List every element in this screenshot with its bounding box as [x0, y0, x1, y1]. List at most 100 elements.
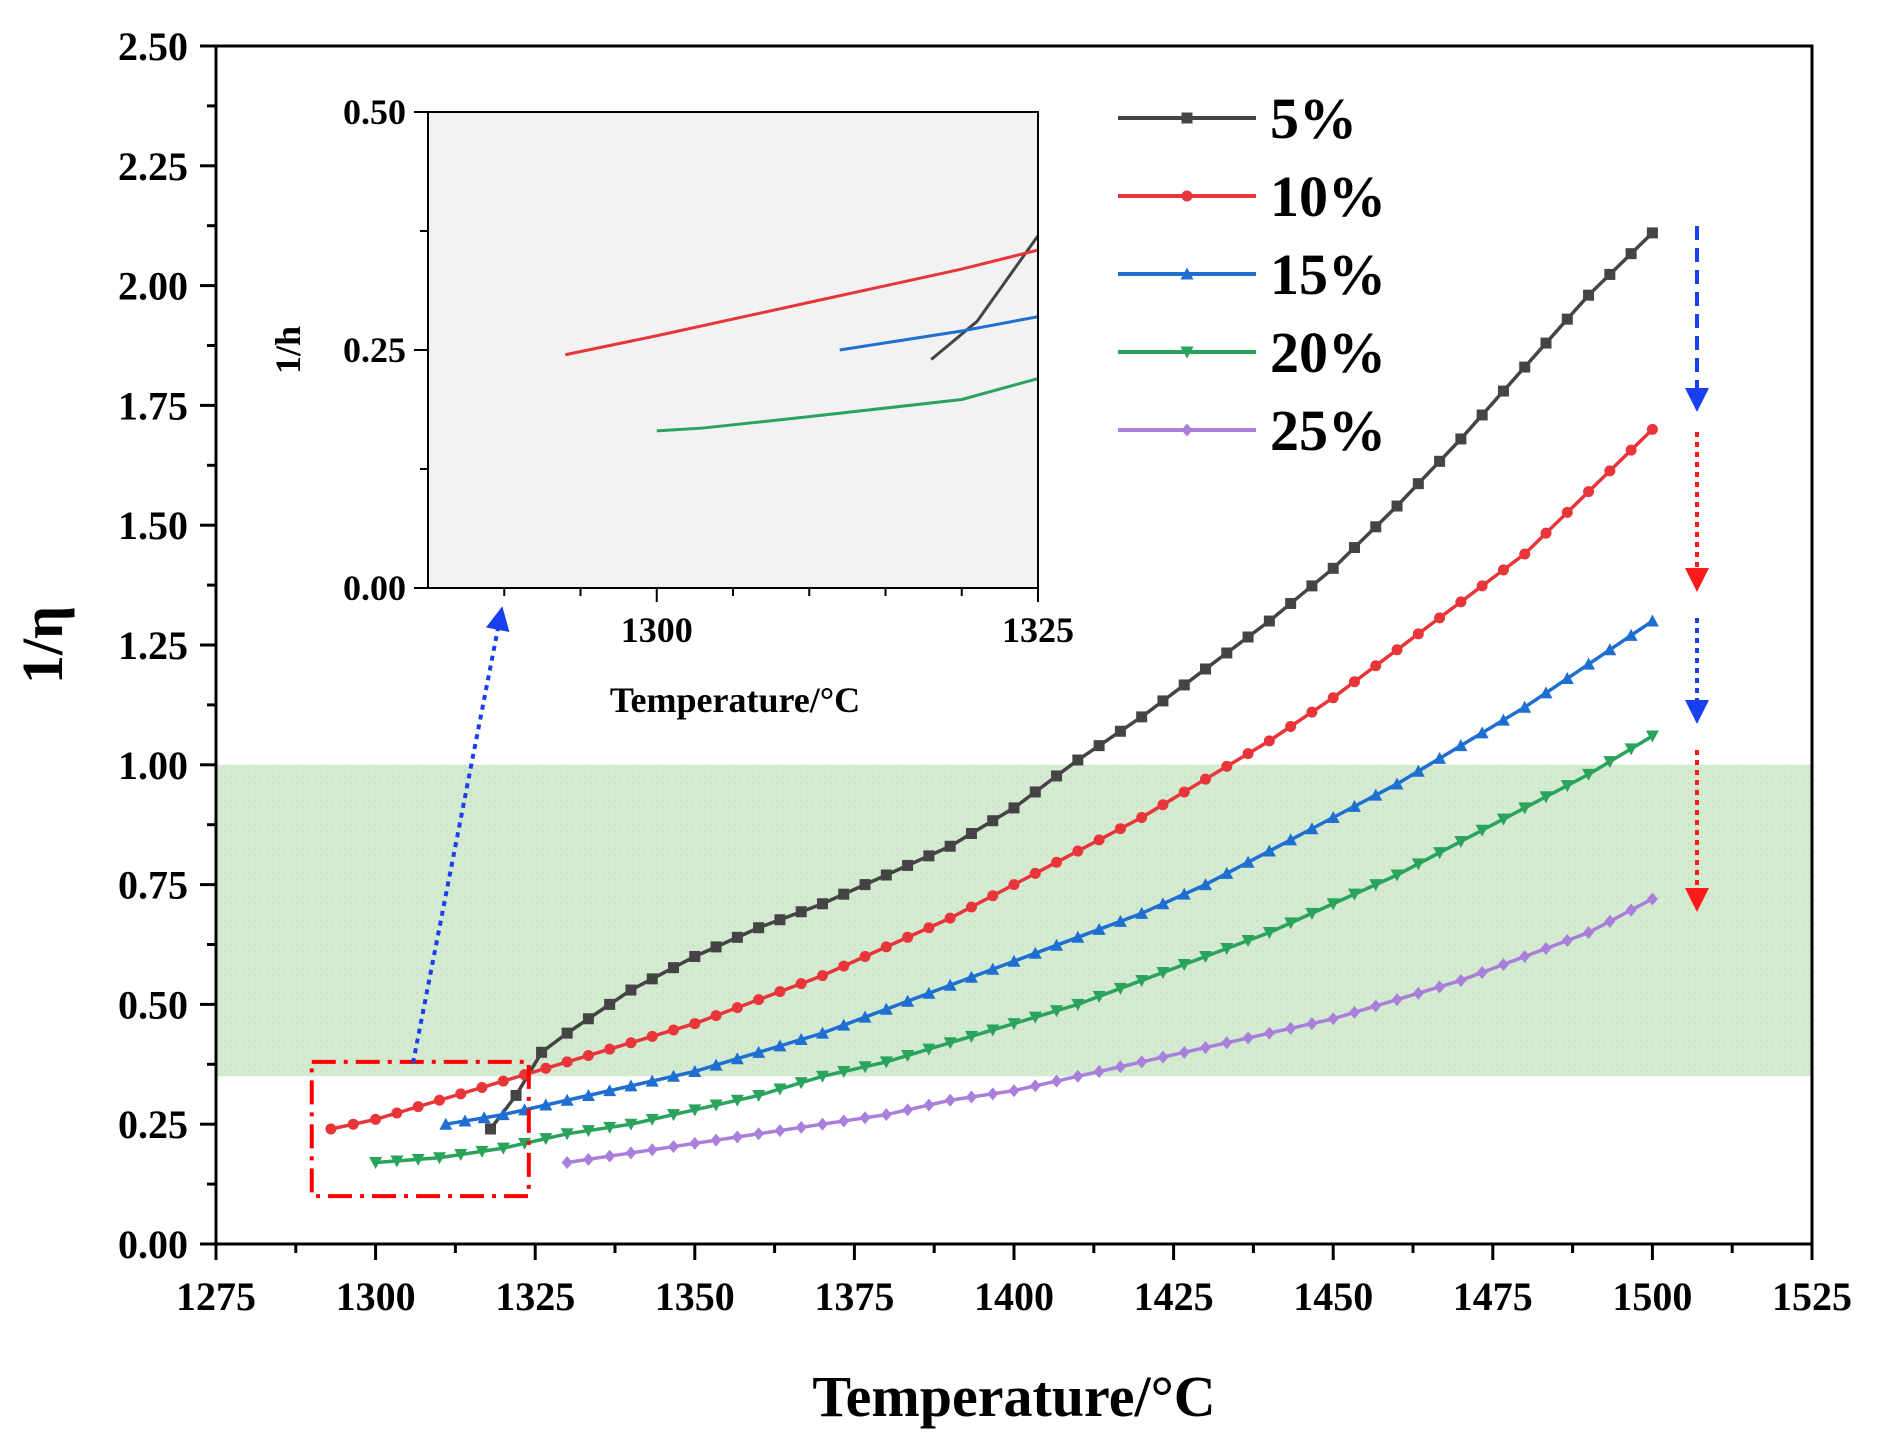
- legend-10pct-label: 10%: [1270, 164, 1386, 229]
- series-20pct-marker: [837, 1065, 851, 1078]
- x-tick-label: 1300: [336, 1274, 416, 1319]
- series-5pct-marker: [1391, 500, 1403, 512]
- series-5pct-marker: [1625, 248, 1637, 260]
- legend: 5% 10% 15% 20% 25%: [1118, 86, 1386, 463]
- series-25pct-marker: [710, 1133, 722, 1147]
- series-20pct-marker: [688, 1104, 702, 1117]
- series-20pct: [369, 730, 1659, 1170]
- series-15pct-marker: [1347, 799, 1361, 812]
- series-15pct-marker: [624, 1079, 638, 1092]
- series-10pct-marker: [1412, 628, 1424, 640]
- series-15pct-marker: [964, 970, 978, 983]
- y-tick-label: 0.25: [118, 1102, 188, 1147]
- series-15pct-marker: [922, 986, 936, 999]
- series-5pct-marker: [1157, 695, 1169, 707]
- series-10pct-marker: [476, 1081, 488, 1093]
- series-20pct-marker: [1135, 974, 1149, 987]
- x-tick-label: 1275: [176, 1274, 256, 1319]
- series-5pct-marker: [774, 914, 786, 926]
- series-10pct-marker: [1348, 676, 1360, 688]
- series-15pct-marker: [858, 1010, 872, 1023]
- series-15pct-marker: [1624, 628, 1638, 641]
- series-15pct-marker: [1007, 954, 1021, 967]
- series-20pct-marker: [879, 1056, 893, 1069]
- series-25pct-marker: [1476, 965, 1488, 979]
- series-5pct-marker: [1136, 711, 1148, 723]
- series-20pct-marker: [858, 1061, 872, 1074]
- series-5pct-marker: [1221, 647, 1233, 659]
- series-20pct-marker: [1475, 824, 1489, 837]
- series-5pct-marker: [1583, 289, 1595, 301]
- series-25pct-marker: [1114, 1060, 1126, 1074]
- series-5pct-marker: [987, 815, 999, 827]
- inset-x-axis-title: Temperature/°C: [610, 680, 860, 720]
- series-10pct-marker: [1285, 720, 1297, 732]
- series-20pct-marker: [1433, 847, 1447, 860]
- series-10pct-marker: [391, 1107, 403, 1119]
- series-5pct-marker: [859, 879, 871, 891]
- series-5pct-marker: [795, 906, 807, 918]
- series-10pct-marker: [433, 1094, 445, 1106]
- series-25pct-marker: [838, 1114, 850, 1128]
- series-25pct-marker: [965, 1090, 977, 1104]
- series-20pct-marker: [1241, 935, 1255, 948]
- series-25pct-marker: [689, 1136, 701, 1150]
- series-10pct-marker: [987, 890, 999, 902]
- main-plot: 1275 1300 1325 1350 1375 1400 1425 1450 1475 1500…: [10, 24, 1852, 1429]
- series-25pct-marker: [753, 1127, 765, 1141]
- series-10pct-marker: [753, 994, 765, 1006]
- series-5pct-marker: [510, 1089, 522, 1101]
- series-20pct-marker: [1199, 950, 1213, 963]
- series-15pct-marker: [752, 1045, 766, 1058]
- series-10pct-marker: [582, 1050, 594, 1062]
- series-10pct-marker: [325, 1123, 337, 1135]
- series-20pct-marker: [1156, 966, 1170, 979]
- series-15pct-marker: [1411, 764, 1425, 777]
- series-5pct-marker: [582, 1013, 594, 1025]
- series-20pct-marker: [1113, 982, 1127, 995]
- series-20pct-marker: [773, 1083, 787, 1096]
- legend-5pct-marker: [1181, 112, 1193, 124]
- series-20pct-marker: [1028, 1011, 1042, 1024]
- series-25pct-marker: [1625, 903, 1637, 917]
- series-20pct-marker: [539, 1133, 553, 1146]
- y-tick-label: 0.50: [118, 982, 188, 1027]
- x-axis-title: Temperature/°C: [812, 1364, 1215, 1429]
- x-tick-label: 1425: [1134, 1274, 1214, 1319]
- series-25pct-marker: [668, 1140, 680, 1154]
- series-20pct-marker: [1007, 1018, 1021, 1031]
- series-25pct-marker: [1583, 926, 1595, 940]
- legend-20pct-label: 20%: [1270, 320, 1386, 385]
- series-5pct-marker: [1540, 337, 1552, 349]
- series-25pct-marker: [1051, 1074, 1063, 1088]
- series-20pct-marker: [496, 1142, 510, 1155]
- series-15pct-marker: [1071, 930, 1085, 943]
- legend-25pct-marker: [1181, 423, 1193, 437]
- legend-10pct: 10%: [1118, 164, 1386, 229]
- series-20pct-marker: [730, 1094, 744, 1107]
- y-tick-label: 1.00: [118, 743, 188, 788]
- series-25pct-marker: [1646, 892, 1658, 906]
- series-15pct-marker: [539, 1098, 553, 1111]
- series-25pct-marker: [1434, 980, 1446, 994]
- inset-series-15pct-line: [839, 315, 1039, 352]
- series-15pct-marker: [986, 962, 1000, 975]
- inset-tick-labels: 1300 1325 0.00 0.25 0.50: [343, 92, 1074, 650]
- series-5pct-marker: [1285, 597, 1297, 609]
- series-15pct-marker: [1135, 906, 1149, 919]
- series-25pct-marker: [1497, 957, 1509, 971]
- series-5pct-marker: [710, 941, 722, 953]
- series-15pct-marker: [1199, 878, 1213, 891]
- legend-15pct-label: 15%: [1270, 242, 1386, 307]
- series-15pct-marker: [1156, 897, 1170, 910]
- series-20pct-marker: [432, 1152, 446, 1165]
- series-20pct-marker: [1624, 743, 1638, 756]
- series-20pct-marker: [1603, 756, 1617, 769]
- series-15pct-marker: [1050, 938, 1064, 951]
- legend-20pct: 20%: [1118, 320, 1386, 385]
- legend-5pct: 5%: [1118, 86, 1357, 151]
- series-5pct-marker: [880, 869, 892, 881]
- series-10pct-marker: [1136, 812, 1148, 824]
- series-15pct-marker: [1220, 866, 1234, 879]
- series-10pct-marker: [689, 1018, 701, 1030]
